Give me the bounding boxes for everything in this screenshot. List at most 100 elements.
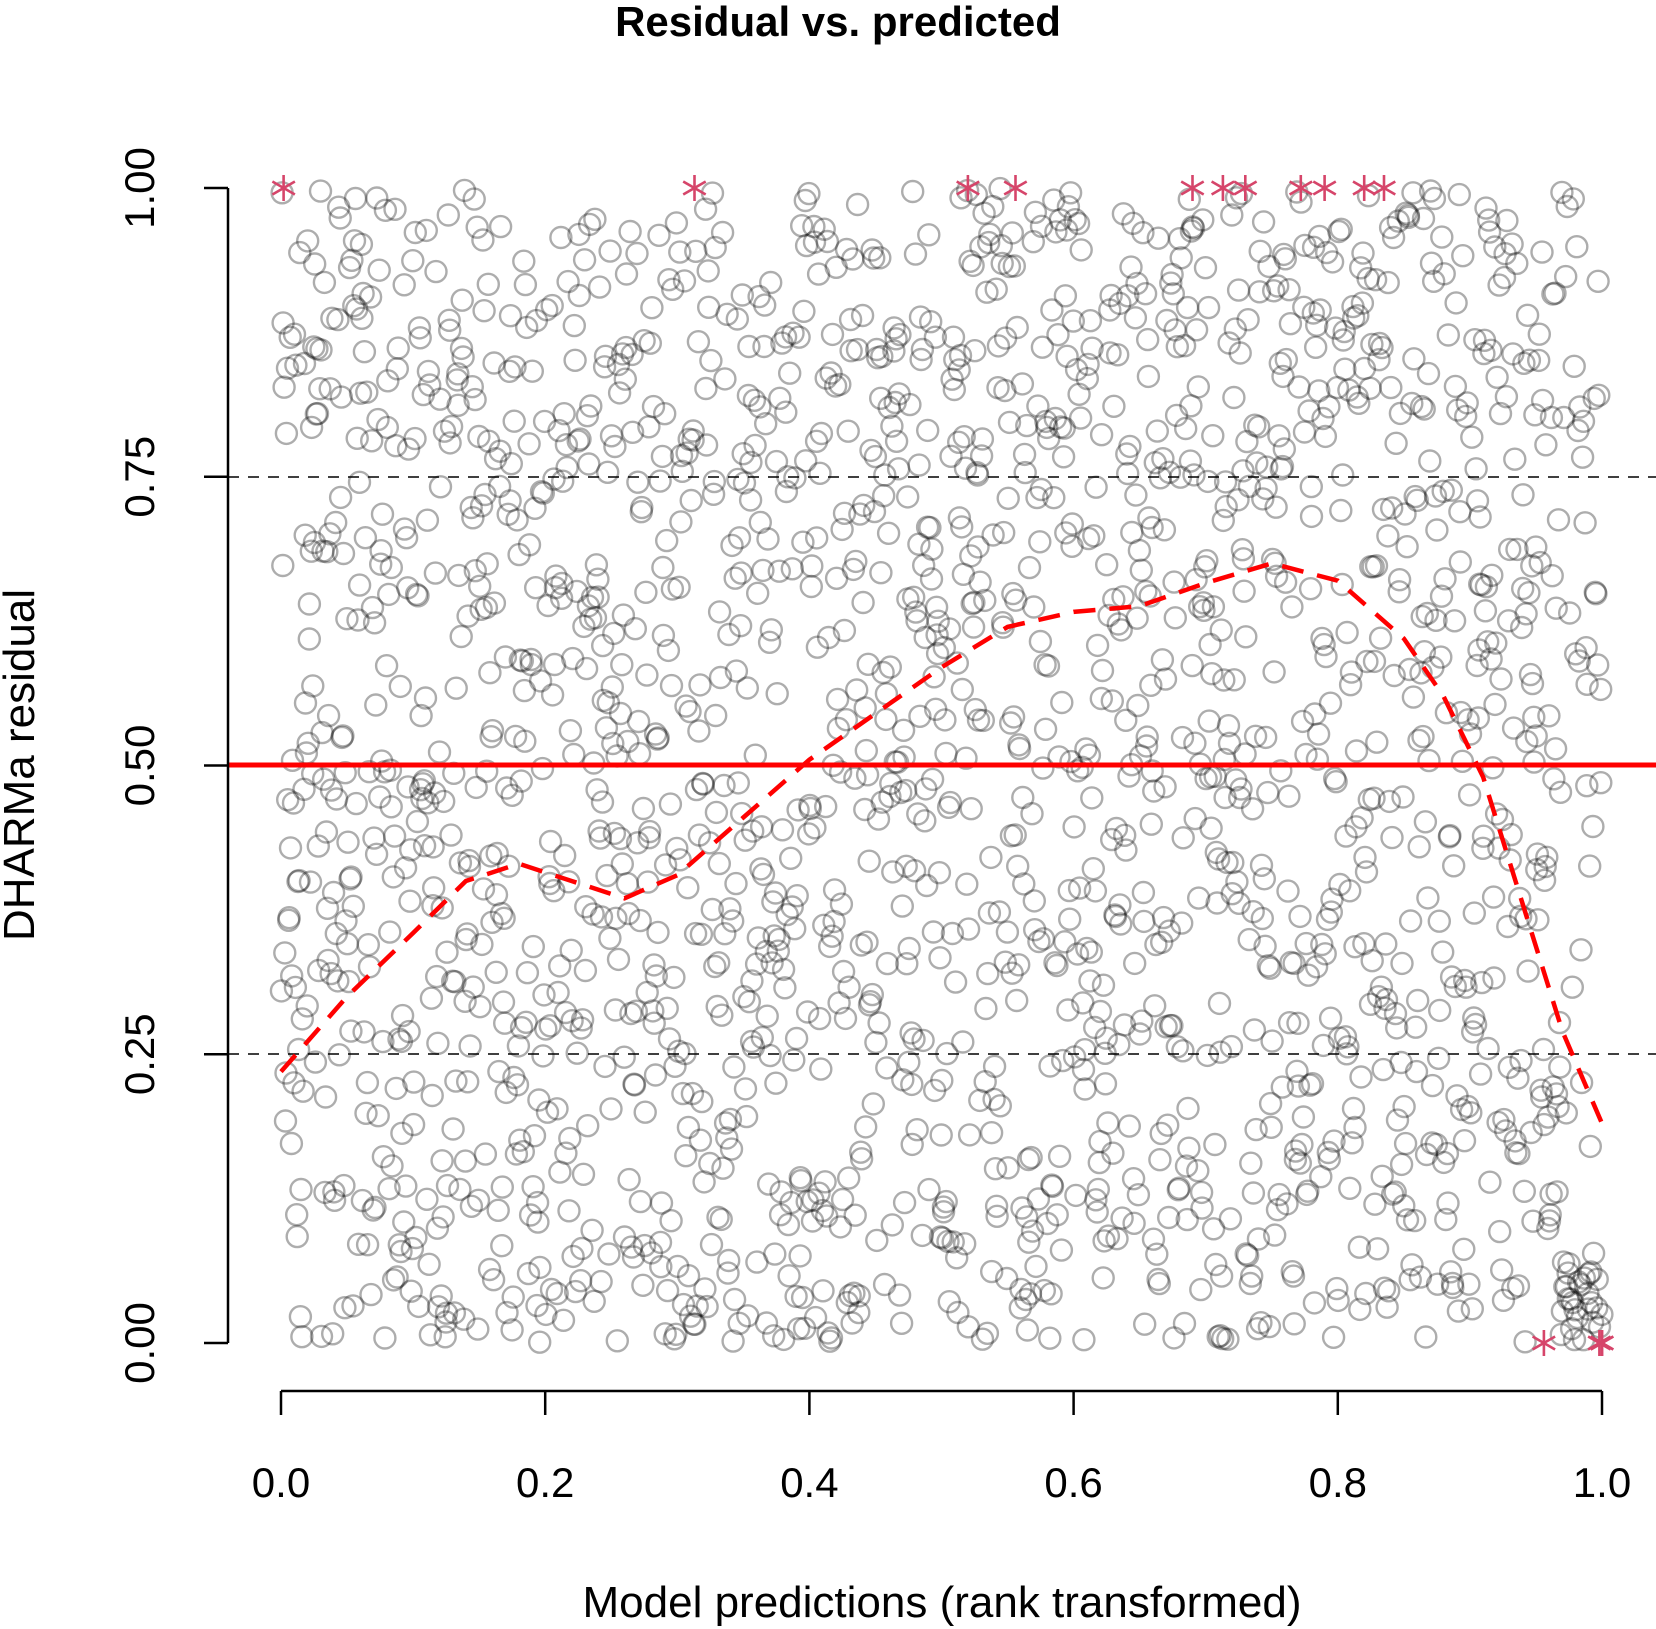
residual-point xyxy=(315,540,339,564)
residual-point xyxy=(983,1156,1008,1181)
residual-point xyxy=(1012,442,1037,467)
residual-point xyxy=(1280,1259,1305,1284)
residual-point xyxy=(532,409,557,434)
residual-point xyxy=(1209,618,1233,642)
residual-point xyxy=(1065,759,1090,783)
residual-point xyxy=(987,900,1012,924)
residual-point xyxy=(517,432,541,456)
residual-point xyxy=(561,646,585,671)
residual-point xyxy=(1262,1223,1287,1247)
residual-point xyxy=(646,920,670,945)
residual-point xyxy=(1584,582,1608,606)
residual-point xyxy=(412,834,437,858)
residual-point xyxy=(704,800,729,825)
residual-point xyxy=(808,461,832,485)
residual-point xyxy=(1377,789,1402,814)
residual-point xyxy=(1170,725,1195,750)
residual-point xyxy=(1016,1147,1041,1172)
residual-point xyxy=(864,1030,888,1055)
residual-point xyxy=(1175,1207,1199,1232)
residual-point xyxy=(1072,1327,1096,1352)
residual-point xyxy=(1206,1325,1230,1349)
residual-point xyxy=(1501,1276,1525,1301)
residual-point xyxy=(1523,403,1547,427)
residual-point xyxy=(1304,313,1329,337)
residual-point xyxy=(536,593,560,618)
residual-point xyxy=(947,430,971,454)
residual-point xyxy=(307,958,331,983)
residual-point xyxy=(1556,1287,1581,1311)
residual-point xyxy=(889,1311,914,1336)
residual-point xyxy=(385,357,409,381)
residual-point xyxy=(816,625,841,650)
residual-point xyxy=(1155,1113,1180,1137)
residual-point xyxy=(751,862,776,887)
residual-point xyxy=(1413,810,1438,834)
residual-point xyxy=(338,867,362,891)
residual-point xyxy=(473,482,497,507)
residual-point xyxy=(347,573,372,597)
residual-point xyxy=(1122,1211,1146,1236)
residual-point xyxy=(1172,334,1197,358)
residual-point xyxy=(1264,495,1288,519)
residual-point xyxy=(1140,759,1164,783)
residual-point xyxy=(316,948,340,973)
residual-point xyxy=(1139,673,1163,697)
residual-point xyxy=(1224,768,1248,792)
residual-point xyxy=(927,861,952,885)
residual-point xyxy=(990,611,1015,635)
residual-point xyxy=(626,470,650,494)
residual-point xyxy=(1198,632,1222,657)
residual-point xyxy=(981,194,1005,219)
residual-point xyxy=(737,334,761,359)
residual-point xyxy=(1062,815,1086,839)
residual-point xyxy=(1354,1281,1378,1306)
residual-point xyxy=(697,295,721,319)
residual-point xyxy=(563,348,587,372)
residual-point xyxy=(1496,609,1521,633)
residual-point xyxy=(430,1149,454,1173)
residual-point xyxy=(1268,351,1293,375)
residual-point xyxy=(920,767,945,792)
residual-point xyxy=(678,699,702,724)
residual-point xyxy=(1092,1229,1116,1253)
residual-point xyxy=(1082,1015,1107,1040)
residual-point xyxy=(1245,451,1269,475)
residual-point xyxy=(1246,415,1271,439)
residual-point xyxy=(637,415,661,439)
residual-point xyxy=(1259,1115,1283,1140)
residual-point xyxy=(372,760,397,784)
residual-point xyxy=(1344,739,1369,763)
residual-point xyxy=(1515,303,1540,327)
residual-point xyxy=(1460,425,1484,449)
residual-point xyxy=(477,1257,502,1282)
residual-point xyxy=(1152,518,1177,542)
residual-point xyxy=(432,789,456,814)
residual-point xyxy=(1528,550,1552,575)
residual-point xyxy=(1106,612,1131,636)
residual-point xyxy=(1534,433,1558,457)
residual-point xyxy=(1225,870,1249,894)
residual-point xyxy=(466,1188,491,1213)
residual-point xyxy=(1099,283,1123,308)
residual-point xyxy=(342,229,367,253)
residual-point xyxy=(1383,1001,1408,1026)
residual-point xyxy=(1082,524,1106,548)
residual-point xyxy=(1504,1141,1528,1165)
residual-point xyxy=(879,771,903,796)
residual-point xyxy=(456,1070,480,1094)
residual-point xyxy=(593,344,618,368)
residual-point xyxy=(913,625,937,650)
residual-point xyxy=(432,419,457,443)
residual-point xyxy=(909,347,933,372)
residual-point xyxy=(360,595,385,620)
residual-point xyxy=(1098,341,1122,365)
outlier-star xyxy=(682,175,707,201)
residual-point xyxy=(1390,951,1414,976)
residual-point xyxy=(820,322,845,347)
residual-point xyxy=(1042,188,1066,212)
residual-point xyxy=(1147,1271,1172,1296)
residual-point xyxy=(1039,1282,1063,1306)
residual-point xyxy=(479,725,503,749)
residual-point xyxy=(290,1324,314,1349)
